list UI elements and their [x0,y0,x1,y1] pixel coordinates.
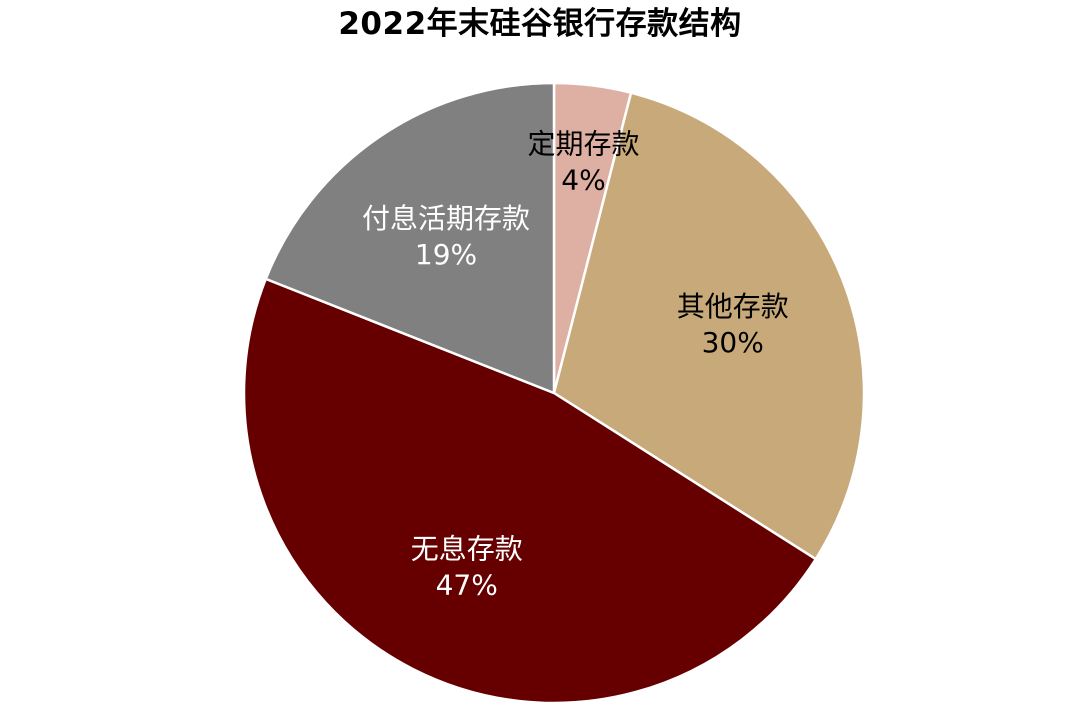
slice-name-label: 无息存款 [411,532,523,565]
slice-name-label: 定期存款 [527,127,639,160]
pie-slices [242,81,866,705]
slice-value-label: 4% [561,163,605,196]
slice-value-label: 30% [702,326,764,359]
slice-value-label: 19% [415,238,477,271]
pie-slice [552,91,866,561]
chart-title: 2022年末硅谷银行存款结构 [338,6,742,42]
slice-value-label: 47% [436,568,498,601]
pie-slice [264,81,556,395]
pie-slice [242,277,817,705]
slice-name-label: 付息活期存款 [362,202,530,235]
slice-name-label: 其他存款 [677,290,789,323]
